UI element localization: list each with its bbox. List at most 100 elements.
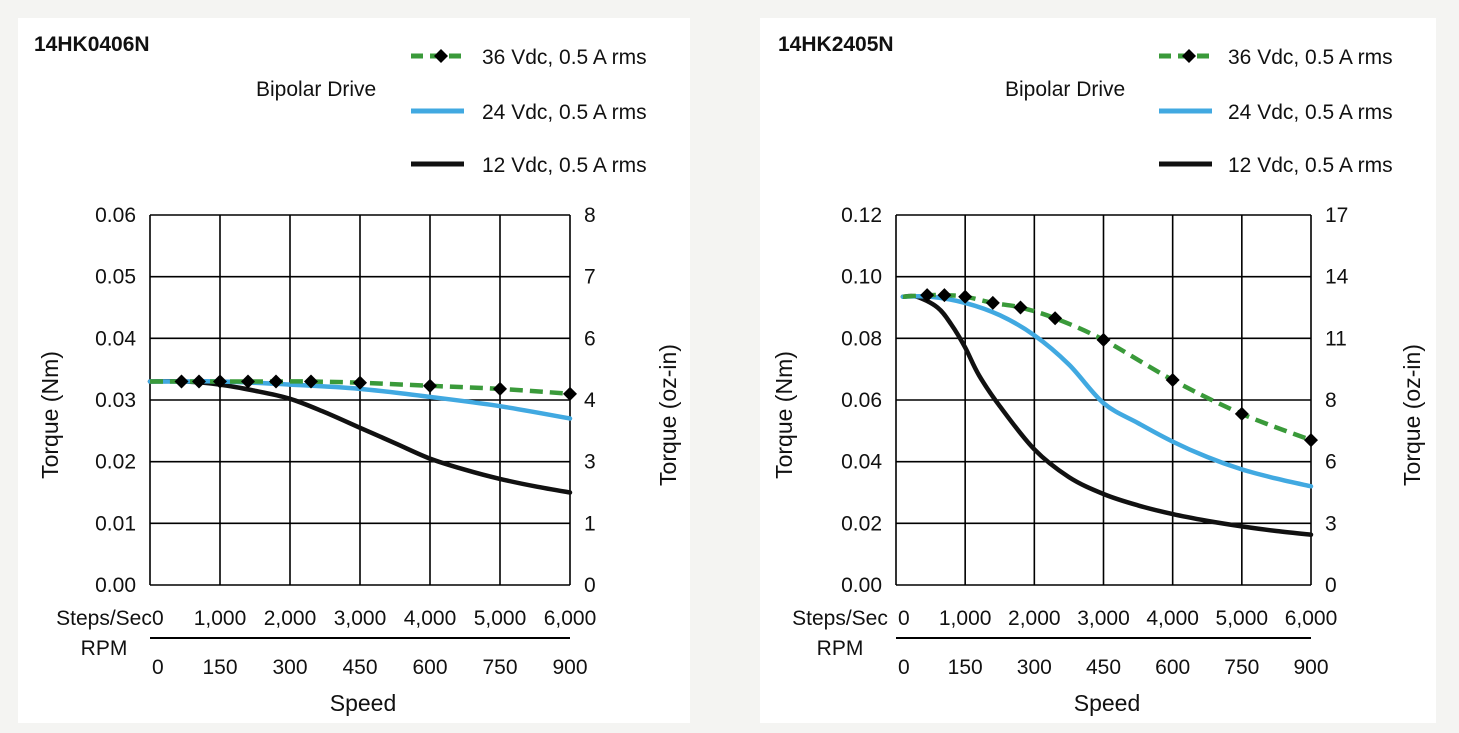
x-tick-label-rpm: 600 [412, 656, 447, 679]
x-tick-label-steps: 4,000 [1146, 607, 1199, 630]
x-tick-label-steps: 0 [898, 607, 910, 630]
legend-label-36v: 36 Vdc, 0.5 A rms [1228, 46, 1393, 69]
x-tick-label-rpm: 300 [1017, 656, 1052, 679]
data-marker [1013, 300, 1028, 315]
steps-row-label: Steps/Sec [792, 607, 888, 630]
chart-title: 14HK0406N [34, 33, 150, 56]
series-line-0 [902, 292, 1312, 443]
legend-label-24v: 24 Vdc, 0.5 A rms [1228, 101, 1393, 124]
x-axis-title: Speed [1074, 690, 1141, 716]
legend-label-12v: 12 Vdc, 0.5 A rms [1228, 154, 1393, 177]
y2-tick-label: 0 [1325, 574, 1337, 597]
data-marker [304, 374, 318, 389]
data-marker [493, 381, 507, 396]
chart-right: 14HK2405N Bipolar Drive 36 Vdc, 0.5 A rm… [771, 33, 1425, 716]
grid [895, 214, 1312, 639]
chart-left: 14HK0406N Bipolar Drive 36 Vdc, 0.5 A rm… [34, 33, 681, 716]
y2-tick-label: 17 [1325, 204, 1348, 227]
y-tick-label: 0.10 [841, 266, 882, 289]
legend-label-36v: 36 Vdc, 0.5 A rms [482, 46, 647, 69]
y-tick-label: 0.00 [841, 574, 882, 597]
x-tick-label-rpm: 750 [1224, 656, 1259, 679]
y-tick-label: 0.03 [95, 389, 136, 412]
x-tick-label-steps: 4,000 [404, 607, 457, 630]
y2-tick-label: 7 [584, 266, 596, 289]
data-marker [958, 289, 973, 304]
chart-panel-right: 14HK2405N Bipolar Drive 36 Vdc, 0.5 A rm… [760, 18, 1436, 723]
data-marker [920, 288, 935, 303]
y2-tick-label: 3 [584, 451, 596, 474]
y2-tick-label: 3 [1325, 512, 1337, 535]
y-axis-title: Torque (Nm) [37, 351, 63, 479]
y-tick-label: 0.02 [841, 512, 882, 535]
data-marker [1304, 433, 1318, 448]
x-tick-label-steps: 6,000 [1285, 607, 1338, 630]
data-marker [423, 378, 437, 393]
y-tick-label: 0.02 [95, 451, 136, 474]
rpm-row-label: RPM [81, 637, 128, 660]
x-tick-label-rpm: 600 [1155, 656, 1190, 679]
y2-tick-label: 1 [584, 512, 596, 535]
y2-tick-label: 11 [1325, 327, 1347, 350]
steps-row-label: Steps/Sec [56, 607, 152, 630]
x-tick-label-steps: 6,000 [544, 607, 597, 630]
rpm-row-label: RPM [817, 637, 864, 660]
data-marker [1096, 332, 1111, 347]
legend-label-24v: 24 Vdc, 0.5 A rms [482, 101, 647, 124]
y2-tick-label: 6 [584, 327, 596, 350]
tick-labels: 0.00 0 0.02 3 0.04 6 0.06 8 0.08 11 0.10 14 0.12 17 0 0… [841, 204, 1349, 679]
data-marker [174, 374, 189, 389]
y-tick-label: 0.04 [95, 327, 136, 350]
x-tick-label-steps: 1,000 [194, 607, 247, 630]
y2-axis-title: Torque (oz-in) [1399, 344, 1425, 486]
legend-label-12v: 12 Vdc, 0.5 A rms [482, 154, 647, 177]
x-tick-label-steps: 1,000 [939, 607, 992, 630]
series-lines [900, 288, 1318, 537]
y-tick-label: 0.05 [95, 266, 136, 289]
data-marker [1048, 311, 1063, 326]
y2-tick-label: 6 [1325, 451, 1337, 474]
series-line-2 [900, 293, 1314, 537]
y-tick-label: 0.12 [841, 204, 882, 227]
data-marker [563, 386, 577, 401]
x-tick-label-steps: 5,000 [474, 607, 527, 630]
y-axis-title: Torque (Nm) [771, 351, 797, 479]
x-tick-label-steps: 3,000 [1077, 607, 1130, 630]
data-marker [985, 295, 1000, 310]
x-tick-label-steps: 2,000 [264, 607, 317, 630]
x-tick-label-rpm: 150 [948, 656, 983, 679]
chart-title: 14HK2405N [778, 33, 894, 56]
x-tick-label-rpm: 450 [342, 656, 377, 679]
y2-axis-title: Torque (oz-in) [655, 344, 681, 486]
chart-subtitle: Bipolar Drive [256, 78, 376, 101]
legend-marker-36v [434, 49, 448, 63]
x-tick-label-steps: 5,000 [1216, 607, 1269, 630]
series-line-1 [900, 294, 1314, 489]
y2-tick-label: 4 [584, 389, 596, 412]
y2-tick-label: 0 [584, 574, 596, 597]
chart-panel-left: 14HK0406N Bipolar Drive 36 Vdc, 0.5 A rm… [18, 18, 690, 723]
y2-tick-label: 8 [584, 204, 596, 227]
data-marker [241, 374, 255, 389]
y-tick-label: 0.01 [95, 512, 136, 535]
chart-subtitle: Bipolar Drive [1005, 78, 1125, 101]
data-marker [1165, 372, 1180, 387]
x-tick-label-steps: 0 [152, 607, 164, 630]
x-tick-label-rpm: 900 [552, 656, 587, 679]
series-lines [147, 374, 577, 495]
x-tick-label-rpm: 300 [272, 656, 307, 679]
x-tick-label-rpm: 0 [898, 656, 910, 679]
data-marker [192, 374, 206, 389]
x-tick-label-rpm: 750 [482, 656, 517, 679]
x-tick-label-rpm: 0 [152, 656, 164, 679]
legend-marker-36v [1182, 49, 1196, 63]
x-axis-title: Speed [330, 690, 397, 716]
x-tick-label-steps: 2,000 [1008, 607, 1061, 630]
x-tick-label-steps: 3,000 [334, 607, 387, 630]
y-tick-label: 0.08 [841, 327, 882, 350]
y2-tick-label: 8 [1325, 389, 1337, 412]
x-tick-label-rpm: 150 [202, 656, 237, 679]
tick-labels: 0.00 0 0.01 1 0.02 3 0.03 4 0.04 6 0.05 7 0.06 8 0 0 1,0… [95, 204, 596, 679]
data-marker [1234, 406, 1249, 421]
x-tick-label-rpm: 450 [1086, 656, 1121, 679]
